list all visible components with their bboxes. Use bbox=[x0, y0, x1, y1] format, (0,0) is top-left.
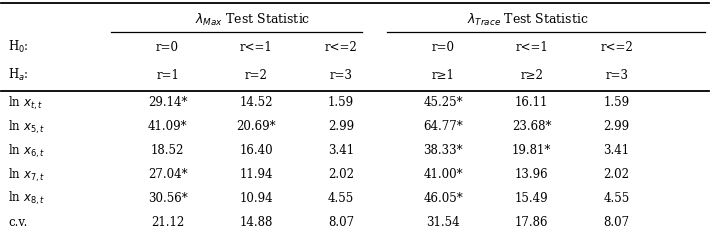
Text: 15.49: 15.49 bbox=[515, 191, 549, 204]
Text: 41.09*: 41.09* bbox=[148, 120, 187, 133]
Text: 64.77*: 64.77* bbox=[424, 120, 464, 133]
Text: ln $x_{t,t}$: ln $x_{t,t}$ bbox=[9, 94, 43, 111]
Text: 4.55: 4.55 bbox=[604, 191, 630, 204]
Text: r<=2: r<=2 bbox=[600, 41, 633, 54]
Text: ln $x_{6,t}$: ln $x_{6,t}$ bbox=[9, 142, 45, 159]
Text: 21.12: 21.12 bbox=[151, 215, 184, 228]
Text: 19.81*: 19.81* bbox=[512, 144, 552, 157]
Text: 27.04*: 27.04* bbox=[148, 167, 187, 181]
Text: H$_0$:: H$_0$: bbox=[9, 39, 29, 55]
Text: r=3: r=3 bbox=[605, 68, 628, 81]
Text: 8.07: 8.07 bbox=[328, 215, 354, 228]
Text: H$_a$:: H$_a$: bbox=[9, 67, 29, 83]
Text: 14.52: 14.52 bbox=[239, 96, 273, 109]
Text: 30.56*: 30.56* bbox=[148, 191, 187, 204]
Text: r=2: r=2 bbox=[244, 68, 268, 81]
Text: 1.59: 1.59 bbox=[604, 96, 630, 109]
Text: 20.69*: 20.69* bbox=[236, 120, 275, 133]
Text: r<=1: r<=1 bbox=[239, 41, 273, 54]
Text: 3.41: 3.41 bbox=[328, 144, 354, 157]
Text: 13.96: 13.96 bbox=[515, 167, 549, 181]
Text: r<=2: r<=2 bbox=[324, 41, 357, 54]
Text: $\lambda_{Max}$ Test Statistic: $\lambda_{Max}$ Test Statistic bbox=[195, 12, 310, 27]
Text: 10.94: 10.94 bbox=[239, 191, 273, 204]
Text: 38.33*: 38.33* bbox=[424, 144, 463, 157]
Text: 2.99: 2.99 bbox=[604, 120, 630, 133]
Text: 17.86: 17.86 bbox=[515, 215, 549, 228]
Text: $\lambda_{Trace}$ Test Statistic: $\lambda_{Trace}$ Test Statistic bbox=[467, 12, 589, 27]
Text: r=1: r=1 bbox=[156, 68, 179, 81]
Text: ln $x_{8,t}$: ln $x_{8,t}$ bbox=[9, 189, 45, 207]
Text: 46.05*: 46.05* bbox=[424, 191, 464, 204]
Text: r≥1: r≥1 bbox=[432, 68, 455, 81]
Text: 8.07: 8.07 bbox=[604, 215, 630, 228]
Text: 31.54: 31.54 bbox=[427, 215, 460, 228]
Text: c.v.: c.v. bbox=[9, 215, 28, 228]
Text: 2.02: 2.02 bbox=[604, 167, 630, 181]
Text: r=0: r=0 bbox=[156, 41, 179, 54]
Text: 18.52: 18.52 bbox=[151, 144, 185, 157]
Text: r=0: r=0 bbox=[432, 41, 455, 54]
Text: 29.14*: 29.14* bbox=[148, 96, 187, 109]
Text: r<=1: r<=1 bbox=[515, 41, 548, 54]
Text: 4.55: 4.55 bbox=[328, 191, 354, 204]
Text: 1.59: 1.59 bbox=[328, 96, 354, 109]
Text: 41.00*: 41.00* bbox=[424, 167, 463, 181]
Text: ln $x_{7,t}$: ln $x_{7,t}$ bbox=[9, 165, 45, 183]
Text: ln $x_{5,t}$: ln $x_{5,t}$ bbox=[9, 118, 45, 135]
Text: 2.99: 2.99 bbox=[328, 120, 354, 133]
Text: 23.68*: 23.68* bbox=[512, 120, 552, 133]
Text: 11.94: 11.94 bbox=[239, 167, 273, 181]
Text: r=3: r=3 bbox=[329, 68, 352, 81]
Text: 2.02: 2.02 bbox=[328, 167, 354, 181]
Text: r≥2: r≥2 bbox=[520, 68, 543, 81]
Text: 16.40: 16.40 bbox=[239, 144, 273, 157]
Text: 45.25*: 45.25* bbox=[424, 96, 463, 109]
Text: 3.41: 3.41 bbox=[604, 144, 630, 157]
Text: 16.11: 16.11 bbox=[515, 96, 549, 109]
Text: 14.88: 14.88 bbox=[239, 215, 273, 228]
